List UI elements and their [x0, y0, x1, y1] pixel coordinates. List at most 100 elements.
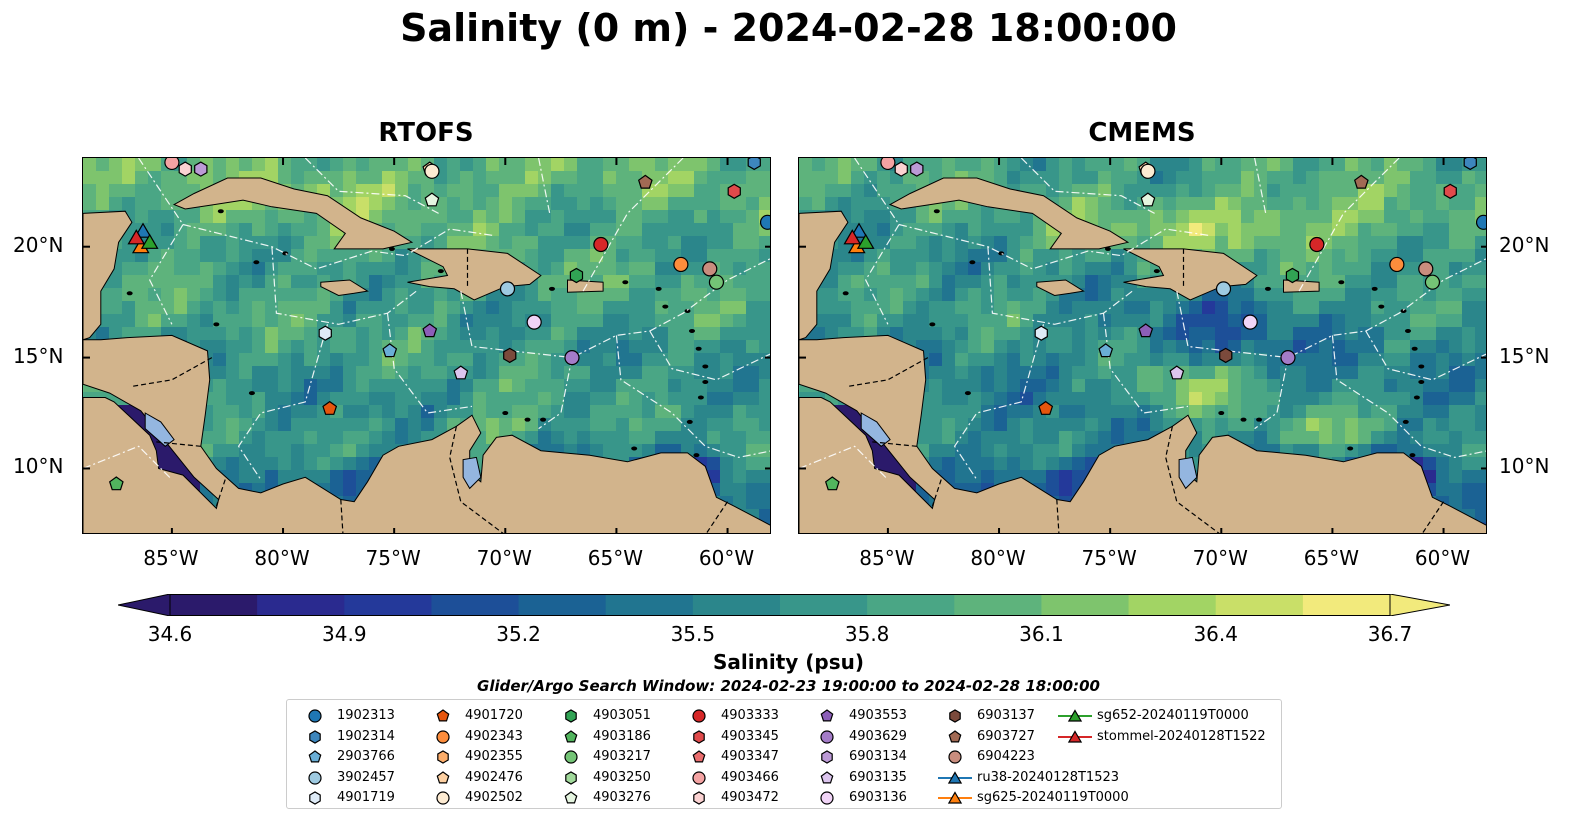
- lon-tick-label: 80°W: [970, 546, 1026, 570]
- float-1902313: [1475, 214, 1486, 230]
- legend-marker: [693, 729, 705, 744]
- lat-tick-label-right: 20°N: [1499, 232, 1550, 257]
- eez-boundary: [83, 445, 173, 481]
- colorbar-tick-label: 36.4: [1193, 622, 1238, 646]
- colorbar-segment: [692, 594, 781, 616]
- legend-marker-icon: [308, 709, 322, 723]
- legend-label: 4903333: [721, 708, 779, 723]
- small-island: [1378, 304, 1385, 309]
- small-island: [684, 309, 691, 314]
- colorbar-tick-label: 35.5: [670, 622, 716, 646]
- float-4903553: [1138, 323, 1154, 338]
- colorbar-tick-label: 36.1: [1019, 622, 1064, 646]
- map-panel-rtofs: [82, 157, 771, 534]
- small-island: [842, 291, 849, 296]
- lat-tick-label-left: 10°N: [13, 454, 64, 479]
- float-1902314: [747, 158, 761, 171]
- float-4902343: [1389, 256, 1405, 273]
- small-island: [502, 411, 509, 416]
- glider-ru38-20240128T1523: [134, 222, 152, 238]
- small-island: [622, 280, 629, 285]
- legend-label: 4902476: [465, 769, 523, 785]
- float-4903472: [178, 161, 192, 177]
- legend-marker-icon: [938, 771, 972, 784]
- legend-label: 4903186: [593, 728, 651, 744]
- figure-title: Salinity (0 m) - 2024-02-28 18:00:00: [400, 6, 1177, 50]
- small-island: [933, 209, 940, 214]
- legend-label: 4903466: [721, 769, 779, 785]
- small-island: [213, 322, 220, 327]
- eez-boundary: [854, 158, 900, 325]
- legend-marker: [693, 791, 705, 806]
- colorbar-frame: [169, 594, 1391, 616]
- land-central: [799, 334, 1486, 533]
- colorbar-tick-label: 35.2: [496, 622, 541, 646]
- lake-0: [462, 456, 482, 490]
- small-island: [1347, 446, 1354, 451]
- lon-tick-label: 75°W: [1081, 546, 1137, 570]
- small-island: [524, 417, 531, 422]
- colorbar-segment: [1302, 594, 1391, 616]
- float-4901719: [1034, 325, 1048, 341]
- float-6904223: [702, 261, 718, 277]
- small-island: [964, 391, 971, 396]
- float-4902502: [1140, 163, 1156, 179]
- legend-marker-icon: [693, 729, 705, 744]
- small-island: [998, 251, 1005, 256]
- small-island: [1153, 269, 1160, 274]
- eez-boundary: [237, 324, 329, 480]
- legend-marker-icon: [938, 791, 972, 804]
- small-island: [1264, 286, 1271, 291]
- legend-label: 4903347: [721, 749, 779, 765]
- legend-label: 4903472: [721, 790, 779, 806]
- float-6903136: [526, 314, 542, 330]
- legend-marker: [308, 771, 322, 785]
- lake-1: [860, 412, 891, 447]
- legend-marker-icon: [308, 750, 322, 763]
- lon-tick-label: 65°W: [587, 546, 644, 570]
- float-4903553: [422, 323, 438, 338]
- float-4903629: [1280, 349, 1296, 366]
- legend-marker: [308, 750, 322, 763]
- small-island: [282, 251, 289, 256]
- legend-marker-icon: [948, 729, 962, 743]
- colorbar-segment: [954, 594, 1043, 616]
- eez-boundary: [649, 330, 770, 381]
- legend-marker: [692, 750, 706, 763]
- small-island: [437, 269, 444, 274]
- legend-marker: [947, 771, 963, 784]
- legend-label: 6903135: [849, 769, 907, 785]
- legend-marker: [565, 771, 577, 785]
- colorbar-segment: [344, 594, 433, 616]
- float-4901720: [1038, 400, 1054, 415]
- float-1902314: [1463, 158, 1477, 171]
- eez-boundary: [987, 246, 1133, 325]
- legend-marker-icon: [949, 709, 961, 723]
- legend-label: 4903553: [849, 708, 907, 723]
- eez-boundary: [1331, 335, 1486, 459]
- legend-label: 4902355: [465, 749, 523, 765]
- small-island: [702, 364, 709, 369]
- eez-boundary: [386, 313, 473, 414]
- legend-label: 6903137: [977, 708, 1035, 723]
- legend-marker: [820, 791, 834, 805]
- small-island: [253, 260, 260, 265]
- float-6903727: [1353, 174, 1369, 189]
- eez-boundary: [538, 158, 551, 214]
- float-4903345: [727, 183, 741, 199]
- legend-label: 6904223: [977, 749, 1035, 765]
- small-island: [1413, 395, 1420, 400]
- colorbar-segment: [1128, 594, 1217, 616]
- legend-marker-icon: [309, 791, 321, 806]
- panel-title-cmems: CMEMS: [1088, 118, 1196, 148]
- float-4903276: [424, 192, 440, 207]
- lat-tick-label-right: 15°N: [1499, 343, 1550, 368]
- legend-label: ru38-20240128T1523: [977, 769, 1120, 785]
- legend-marker-icon: [436, 791, 450, 805]
- land-cuba: [172, 177, 414, 250]
- lat-tick-label-right: 10°N: [1499, 454, 1550, 479]
- float-3902457: [1215, 281, 1232, 297]
- lon-tick-label: 80°W: [254, 546, 310, 570]
- small-island: [662, 304, 669, 309]
- legend-marker-icon: [692, 709, 706, 723]
